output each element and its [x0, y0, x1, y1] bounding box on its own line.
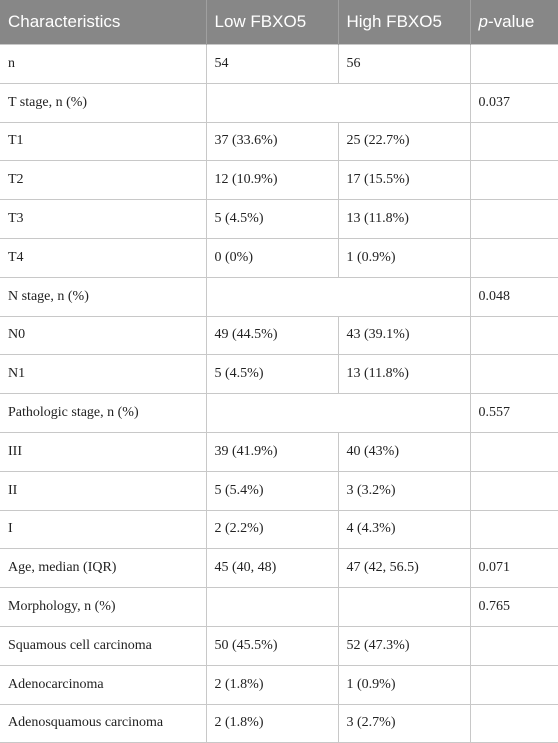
header-cell: Low FBXO5: [205, 0, 338, 45]
table-cell: Squamous cell carcinoma: [0, 625, 207, 666]
table-cell: N0: [0, 315, 207, 356]
table-cell: Morphology, n (%): [0, 587, 207, 627]
table-cell: [469, 703, 558, 743]
table-cell: [469, 44, 558, 84]
table-cell: T4: [0, 237, 207, 278]
table-cell: 13 (11.8%): [337, 199, 471, 239]
table-cell: [469, 315, 558, 356]
table-cell: 2 (1.8%): [205, 703, 339, 743]
header-row: Characteristics Low FBXO5 High FBXO5 p-v…: [0, 0, 558, 45]
header-cell: p-value: [469, 0, 558, 45]
table-row: N stage, n (%) 0.048: [0, 276, 558, 317]
table-cell: [469, 664, 558, 705]
table-cell: [469, 160, 558, 201]
table-row: T stage, n (%) 0.037: [0, 82, 558, 123]
table-cell: 4 (4.3%): [337, 509, 471, 550]
table-cell: 5 (4.5%): [205, 354, 339, 395]
table-cell: [469, 470, 558, 511]
table-cell: III: [0, 431, 207, 472]
table-cell: 2 (2.2%): [205, 509, 339, 550]
table-cell: N stage, n (%): [0, 276, 207, 317]
table-cell: [469, 354, 558, 395]
table-cell: [205, 393, 471, 433]
table-cell: 52 (47.3%): [337, 625, 471, 666]
table-cell: [469, 509, 558, 550]
table-cell: 0.071: [469, 548, 558, 589]
table-row: Pathologic stage, n (%) 0.557: [0, 393, 558, 433]
table-cell: 39 (41.9%): [205, 431, 339, 472]
table-cell: 0.557: [469, 393, 558, 433]
table-row: Squamous cell carcinoma 50 (45.5%) 52 (47.…: [0, 625, 558, 666]
table-row: T2 12 (10.9%) 17 (15.5%): [0, 160, 558, 201]
table-row: T1 37 (33.6%) 25 (22.7%): [0, 121, 558, 162]
table-cell: 25 (22.7%): [337, 121, 471, 162]
table-cell: Pathologic stage, n (%): [0, 393, 207, 433]
table-cell: 0.048: [469, 276, 558, 317]
table-cell: n: [0, 44, 207, 84]
table-cell: T1: [0, 121, 207, 162]
table-cell: 54: [205, 44, 339, 84]
table-row: Morphology, n (%) 0.765: [0, 587, 558, 627]
table-cell: 50 (45.5%): [205, 625, 339, 666]
table-cell: 5 (5.4%): [205, 470, 339, 511]
table-cell: [469, 237, 558, 278]
table-cell: 3 (3.2%): [337, 470, 471, 511]
table-cell: Age, median (IQR): [0, 548, 207, 589]
table-row: II 5 (5.4%) 3 (3.2%): [0, 470, 558, 511]
table-row: N0 49 (44.5%) 43 (39.1%): [0, 315, 558, 356]
table-row: Adenosquamous carcinoma 2 (1.8%) 3 (2.7%): [0, 703, 558, 743]
table-cell: 17 (15.5%): [337, 160, 471, 201]
table-cell: 12 (10.9%): [205, 160, 339, 201]
table-body: n 54 56 T stage, n (%) 0.037 T1 37 (33.6%) 25 (…: [0, 44, 558, 743]
table-cell: [205, 276, 471, 317]
table-cell: Adenocarcinoma: [0, 664, 207, 705]
table-row: N1 5 (4.5%) 13 (11.8%): [0, 354, 558, 395]
table-cell: II: [0, 470, 207, 511]
table-cell: 0.765: [469, 587, 558, 627]
header-text: p-value: [478, 12, 535, 31]
table-cell: [469, 199, 558, 239]
table-cell: [337, 587, 471, 627]
table-cell: 43 (39.1%): [337, 315, 471, 356]
table-cell: Adenosquamous carcinoma: [0, 703, 207, 743]
table-cell: [469, 121, 558, 162]
table-cell: [205, 82, 471, 123]
table-cell: 47 (42, 56.5): [337, 548, 471, 589]
table-cell: 37 (33.6%): [205, 121, 339, 162]
header-cell: High FBXO5: [337, 0, 470, 45]
table-cell: 0.037: [469, 82, 558, 123]
table-cell: [205, 587, 339, 627]
table-row: III 39 (41.9%) 40 (43%): [0, 431, 558, 472]
table-cell: 49 (44.5%): [205, 315, 339, 356]
header-cell: Characteristics: [0, 0, 206, 45]
table-cell: 56: [337, 44, 471, 84]
table-cell: [469, 431, 558, 472]
table-cell: 13 (11.8%): [337, 354, 471, 395]
table-cell: 40 (43%): [337, 431, 471, 472]
table-row: T4 0 (0%) 1 (0.9%): [0, 237, 558, 278]
table-cell: T stage, n (%): [0, 82, 207, 123]
table-row: Adenocarcinoma 2 (1.8%) 1 (0.9%): [0, 664, 558, 705]
table-cell: T3: [0, 199, 207, 239]
table-cell: 2 (1.8%): [205, 664, 339, 705]
table-row: Age, median (IQR) 45 (40, 48) 47 (42, 56.5…: [0, 548, 558, 589]
table-cell: 3 (2.7%): [337, 703, 471, 743]
table-cell: 5 (4.5%): [205, 199, 339, 239]
table-cell: 1 (0.9%): [337, 237, 471, 278]
table-row: T3 5 (4.5%) 13 (11.8%): [0, 199, 558, 239]
table-cell: N1: [0, 354, 207, 395]
table-cell: 1 (0.9%): [337, 664, 471, 705]
table-cell: 0 (0%): [205, 237, 339, 278]
table-cell: I: [0, 509, 207, 550]
table-cell: 45 (40, 48): [205, 548, 339, 589]
table-cell: T2: [0, 160, 207, 201]
table-cell: [469, 625, 558, 666]
table-row: n 54 56: [0, 44, 558, 84]
